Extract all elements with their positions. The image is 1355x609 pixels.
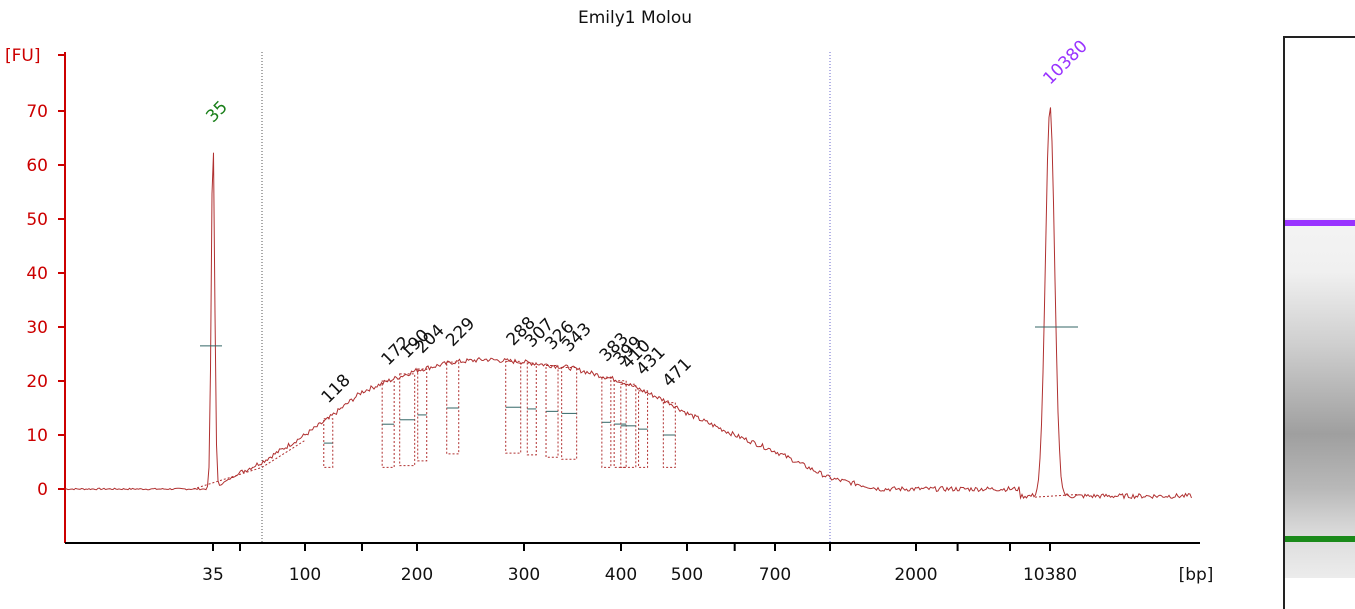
y-tick-label: 0 [37,480,48,500]
gel-upper-marker-band [1285,220,1355,226]
x-axis-label: [bp] [1179,565,1214,585]
trace-baseline [193,439,306,490]
y-tick-label: 70 [26,102,48,122]
peak-label: 10380 [1039,37,1091,89]
x-tick-label: 700 [759,565,791,585]
x-tick-label: 100 [289,565,321,585]
x-tick-label: 200 [401,565,433,585]
x-tick-label: 35 [202,565,224,585]
peak-label: 35 [202,97,231,126]
x-tick-label: 500 [671,565,703,585]
trace-line [64,107,1192,500]
peak-window [526,362,537,456]
y-axis-label: [FU] [5,46,41,66]
y-tick-label: 50 [26,210,48,230]
peak-label: 229 [442,314,479,351]
y-tick-label: 10 [26,426,48,446]
x-tick-label: 2000 [894,565,937,585]
gel-lane-smear [1285,218,1355,578]
x-tick-label: 300 [508,565,540,585]
gel-image [1283,36,1355,609]
x-tick-label: 400 [605,565,637,585]
chart-title: Emily1 Molou [578,8,692,28]
y-tick-label: 60 [26,156,48,176]
y-tick-label: 30 [26,318,48,338]
gel-lower-marker-band [1285,536,1355,542]
marker-baseline [1034,493,1079,498]
x-tick-label: 10380 [1023,565,1077,585]
electropherogram-chart: 0 10 20 30 40 50 60 70 [FU] 35 100 200 300 400 500 700 2… [5,37,1214,585]
y-tick-label: 20 [26,372,48,392]
peak-window [417,368,428,462]
y-tick-label: 40 [26,264,48,284]
